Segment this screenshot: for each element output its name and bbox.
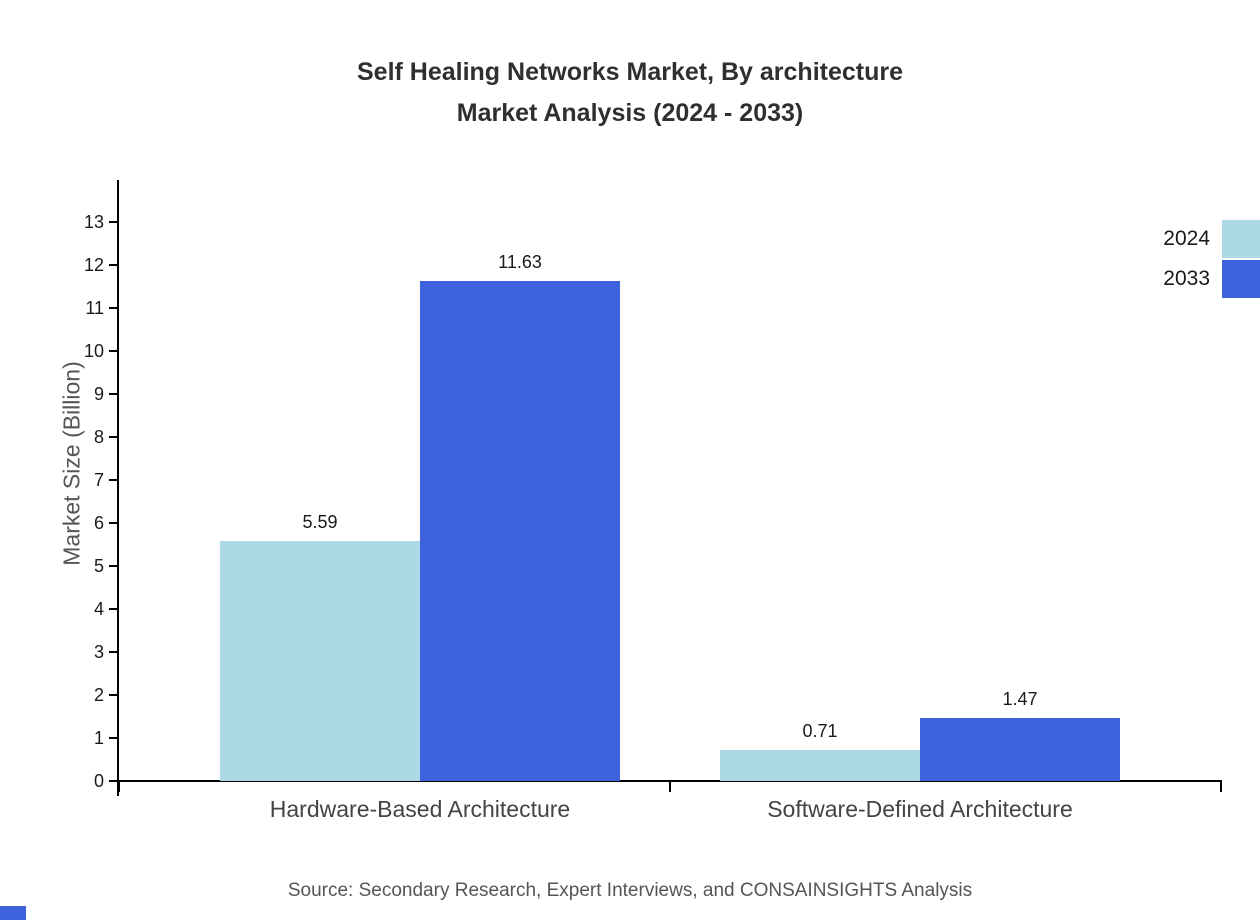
brand-corner-mark [0,906,26,920]
y-tick-mark [109,264,117,266]
y-tick-label: 10 [83,341,104,361]
y-tick-mark [109,479,117,481]
y-tick-label: 11 [85,298,104,318]
y-tick-label: 13 [83,212,104,232]
y-tick-label: 8 [93,427,104,447]
y-tick-label: 5 [93,556,104,576]
y-tick-mark [109,608,117,610]
y-tick-label: 3 [93,642,104,662]
bar-value-label: 11.63 [498,251,542,272]
y-tick-mark [109,522,117,524]
bar-value-label: 5.59 [302,511,338,532]
y-tick-mark [109,694,117,696]
y-tick-label: 9 [93,384,104,404]
x-axis-line [117,780,1222,782]
legend-label-2024[interactable]: 2024 [1163,227,1210,250]
y-tick-mark [109,436,117,438]
x-category-label: Hardware-Based Architecture [269,796,571,822]
source-note: Source: Secondary Research, Expert Inter… [287,880,973,901]
legend-swatch-2024[interactable] [1222,220,1260,258]
y-tick-label: 4 [93,599,104,619]
y-tick-mark [109,221,117,223]
y-tick-label: 12 [83,255,104,275]
bar-2024-software[interactable] [720,750,920,781]
x-tick-mark [118,782,120,792]
bar-2033-hardware[interactable] [420,280,620,781]
y-tick-label: 1 [93,728,104,748]
y-tick-mark [109,737,117,739]
chart-title: Self Healing Networks Market, By archite… [356,58,904,127]
bar-value-label: 1.47 [1002,688,1038,709]
y-tick-label: 0 [93,771,104,791]
y-tick-mark [109,307,117,309]
y-tick-mark [109,565,117,567]
bar-2033-software[interactable] [920,717,1120,781]
legend-swatch-2033[interactable] [1222,260,1260,298]
legend-label-2033[interactable]: 2033 [1163,267,1210,290]
y-tick-mark [109,393,117,395]
y-tick-mark [109,350,117,352]
y-axis-title: Market Size (Billion) [58,361,85,566]
y-tick-label: 7 [93,470,104,490]
y-axis-line [117,180,119,796]
y-tick-label: 6 [93,513,104,533]
bar-2024-hardware[interactable] [220,540,420,781]
y-tick-mark [109,651,117,653]
x-category-label: Software-Defined Architecture [767,796,1073,822]
x-tick-mark [669,782,671,792]
y-tick-label: 2 [93,685,104,705]
bar-value-label: 0.71 [802,721,838,742]
y-tick-mark [109,780,117,782]
x-tick-mark [1220,782,1222,792]
